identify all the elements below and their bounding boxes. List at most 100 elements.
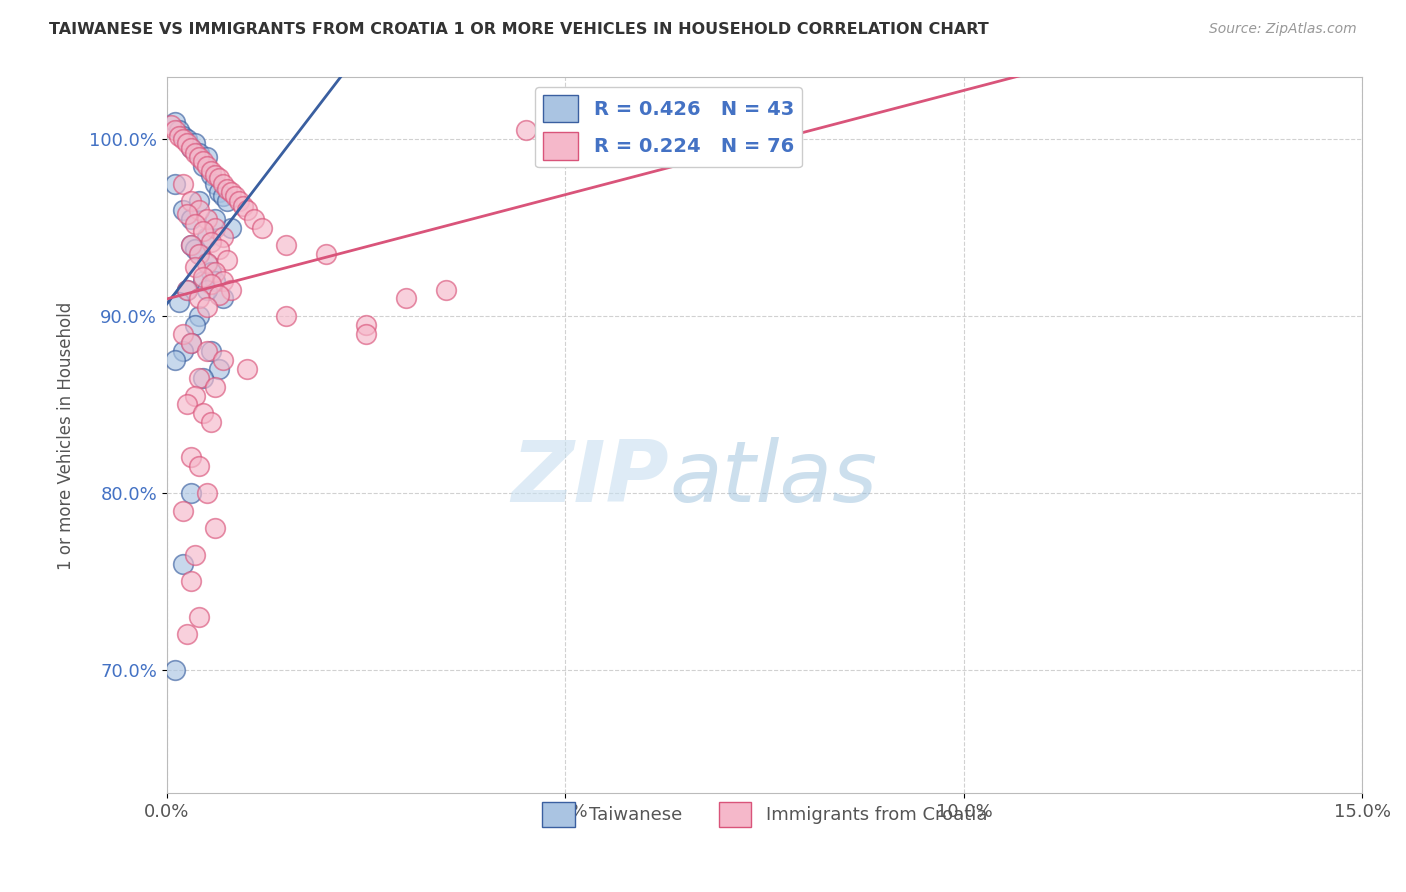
Point	[176, 627, 198, 641]
Point	[195, 344, 218, 359]
Point	[187, 247, 209, 261]
Point	[176, 136, 198, 150]
Point	[219, 220, 242, 235]
Point	[204, 168, 226, 182]
Point	[434, 283, 457, 297]
Point	[211, 353, 233, 368]
Point	[204, 265, 226, 279]
Point	[172, 128, 194, 143]
Point	[207, 171, 229, 186]
Point	[176, 397, 198, 411]
Point	[204, 274, 226, 288]
Point	[176, 132, 198, 146]
Y-axis label: 1 or more Vehicles in Household: 1 or more Vehicles in Household	[58, 301, 75, 569]
Point	[200, 415, 222, 429]
Point	[163, 663, 186, 677]
Point	[200, 168, 222, 182]
Point	[200, 265, 222, 279]
Point	[183, 260, 205, 274]
Point	[195, 486, 218, 500]
Point	[183, 548, 205, 562]
Point	[204, 211, 226, 226]
Point	[159, 118, 181, 132]
Point	[172, 177, 194, 191]
Point	[207, 362, 229, 376]
Point	[180, 335, 202, 350]
Point	[180, 335, 202, 350]
Point	[354, 326, 377, 341]
Point	[176, 283, 198, 297]
Point	[195, 229, 218, 244]
Point	[204, 380, 226, 394]
Point	[172, 344, 194, 359]
Point	[228, 194, 250, 209]
Point	[183, 146, 205, 161]
Point	[180, 238, 202, 252]
Point	[204, 177, 226, 191]
Point	[224, 189, 246, 203]
Point	[163, 123, 186, 137]
Point	[191, 159, 214, 173]
Point	[172, 326, 194, 341]
Point	[176, 206, 198, 220]
Point	[187, 309, 209, 323]
Text: TAIWANESE VS IMMIGRANTS FROM CROATIA 1 OR MORE VEHICLES IN HOUSEHOLD CORRELATION: TAIWANESE VS IMMIGRANTS FROM CROATIA 1 O…	[49, 22, 988, 37]
Point	[276, 309, 298, 323]
Point	[200, 164, 222, 178]
Point	[180, 450, 202, 465]
Point	[172, 557, 194, 571]
Point	[187, 459, 209, 474]
Point	[252, 220, 274, 235]
Point	[211, 229, 233, 244]
Point	[211, 292, 233, 306]
Point	[167, 294, 190, 309]
Point	[211, 189, 233, 203]
Point	[207, 186, 229, 200]
Point	[195, 150, 218, 164]
Point	[211, 177, 233, 191]
Point	[354, 318, 377, 332]
Point	[187, 609, 209, 624]
Point	[180, 141, 202, 155]
Point	[204, 521, 226, 535]
Point	[180, 194, 202, 209]
Point	[172, 503, 194, 517]
Point	[191, 270, 214, 285]
Point	[673, 118, 696, 132]
Point	[183, 217, 205, 231]
Point	[163, 177, 186, 191]
Text: atlas: atlas	[669, 437, 877, 520]
Point	[231, 199, 253, 213]
Point	[195, 159, 218, 173]
Point	[195, 256, 218, 270]
Point	[187, 202, 209, 217]
Point	[195, 211, 218, 226]
Point	[395, 292, 418, 306]
Legend: Taiwanese, Immigrants from Croatia: Taiwanese, Immigrants from Croatia	[536, 795, 994, 834]
Point	[200, 235, 222, 249]
Point	[243, 211, 266, 226]
Point	[180, 211, 202, 226]
Point	[195, 300, 218, 314]
Point	[172, 132, 194, 146]
Point	[204, 220, 226, 235]
Point	[180, 141, 202, 155]
Point	[219, 186, 242, 200]
Point	[207, 242, 229, 256]
Point	[187, 371, 209, 385]
Point	[195, 256, 218, 270]
Point	[163, 353, 186, 368]
Point	[215, 182, 238, 196]
Point	[215, 252, 238, 267]
Point	[235, 362, 257, 376]
Point	[315, 247, 337, 261]
Point	[191, 224, 214, 238]
Point	[276, 238, 298, 252]
Point	[183, 389, 205, 403]
Point	[176, 283, 198, 297]
Point	[191, 153, 214, 168]
Text: Source: ZipAtlas.com: Source: ZipAtlas.com	[1209, 22, 1357, 37]
Point	[211, 274, 233, 288]
Point	[219, 283, 242, 297]
Point	[187, 247, 209, 261]
